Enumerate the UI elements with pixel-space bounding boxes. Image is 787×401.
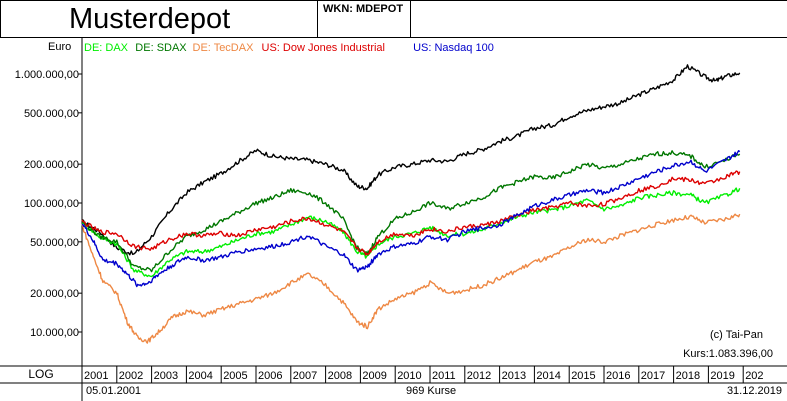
x-tick-label: 2001: [84, 370, 108, 382]
y-tick-label: 500.000,00: [24, 108, 79, 120]
series-lines: [81, 64, 741, 344]
x-tick-label: 202: [745, 370, 763, 382]
y-tick-label: 200.000,00: [24, 159, 79, 171]
x-tick-label: 2006: [258, 370, 282, 382]
x-axis-ticks: 2001 2002 2003 2004 2005 2006 2007 2008 2009 2010…: [81, 366, 764, 383]
kurs-value: Kurs:1.083.396,00: [683, 348, 773, 360]
y-tick-label: 1.000.000,00: [15, 69, 79, 81]
x-tick-label: 2009: [362, 370, 386, 382]
legend-entry: DE: DAX: [84, 42, 129, 54]
legend-entry: US: Nasdaq 100: [413, 42, 494, 54]
x-tick-label: 2018: [676, 370, 700, 382]
header-spacer: [411, 0, 787, 38]
x-tick-label: 2010: [397, 370, 421, 382]
x-tick-label: 2003: [154, 370, 178, 382]
y-axis-label: Euro: [48, 41, 72, 53]
wkn-box: WKN: MDEPOT: [318, 0, 411, 38]
x-tick-label: 2011: [432, 370, 456, 382]
x-tick-label: 2008: [328, 370, 352, 382]
legend-entry: DE: SDAX: [135, 42, 187, 54]
series-line-de-dax: [81, 187, 741, 278]
scale-mode-label: LOG: [28, 367, 54, 381]
x-tick-label: 2013: [502, 370, 526, 382]
x-tick-label: 2016: [606, 370, 630, 382]
legend-entry: US: Dow Jones Industrial: [262, 42, 386, 54]
y-tick-label: 100.000,00: [24, 198, 79, 210]
y-tick-label: 10.000,00: [30, 327, 79, 339]
legend: DE: DAX DE: SDAX DE: TecDAX US: Dow Jones I…: [84, 42, 494, 54]
y-axis-ticks: 10.000,00 20.000,00 50.000,00 100.000,00 200…: [15, 69, 82, 339]
wkn-label: WKN: MDEPOT: [323, 3, 404, 15]
copyright-note: (c) Tai-Pan: [710, 329, 763, 341]
series-line-de-tecdax: [81, 213, 741, 344]
series-line-us-nasdaq-100: [81, 150, 741, 288]
x-tick-label: 2005: [223, 370, 247, 382]
quote-count: 969 Kurse: [406, 385, 457, 397]
x-tick-label: 2012: [467, 370, 491, 382]
series-line-musterdepot: [81, 64, 741, 256]
start-date: 05.01.2001: [86, 385, 142, 397]
x-tick-label: 2002: [119, 370, 143, 382]
end-date: 31.12.2019: [726, 385, 782, 397]
x-tick-label: 2014: [536, 370, 560, 382]
x-tick-label: 2019: [710, 370, 734, 382]
series-line-us-dow-jones-industrial: [81, 170, 741, 256]
legend-entry: DE: TecDAX: [193, 42, 255, 54]
x-tick-label: 2015: [571, 370, 595, 382]
y-tick-label: 50.000,00: [30, 237, 79, 249]
chart-title: Musterdepot: [69, 3, 231, 35]
y-tick-label: 20.000,00: [30, 288, 79, 300]
title-box: Musterdepot: [0, 0, 318, 38]
x-tick-label: 2004: [188, 370, 212, 382]
x-tick-label: 2007: [293, 370, 317, 382]
x-tick-label: 2017: [641, 370, 665, 382]
